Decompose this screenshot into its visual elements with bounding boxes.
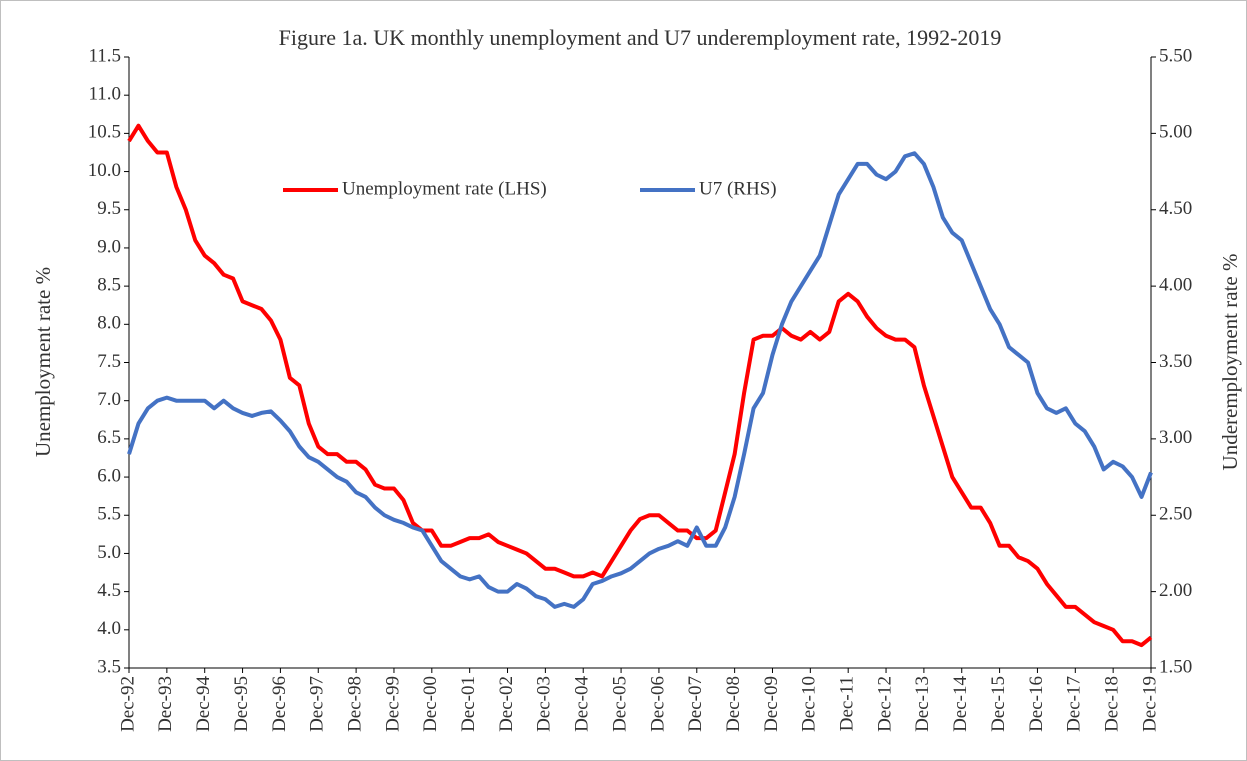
y-tick-label: 5.5 [97,504,121,525]
y-tick-label: 10.0 [88,160,121,181]
x-tick-label: Dec-10 [799,676,820,732]
y-tick-label: 11.5 [88,45,121,66]
x-tick-label: Dec-06 [647,676,668,732]
x-tick-label: Dec-08 [723,676,744,732]
y-tick-label: 3.5 [97,656,121,677]
x-tick-label: Dec-07 [685,676,706,732]
x-tick-label: Dec-09 [761,676,782,732]
x-tick-label: Dec-92 [117,676,138,732]
x-tick-label: Dec-18 [1102,676,1123,732]
series-line [127,123,1153,648]
y2-tick-label: 2.50 [1159,504,1192,525]
y2-tick-label: 5.00 [1159,122,1192,143]
x-tick-label: Dec-13 [912,676,933,732]
x-tick-label: Dec-94 [193,676,214,732]
x-tick-label: Dec-93 [155,676,176,732]
series-line [127,151,1153,609]
y-tick-label: 10.5 [88,122,121,143]
y-tick-label: 8.0 [97,313,121,334]
y-tick-label: 4.0 [97,618,121,639]
y2-tick-label: 1.50 [1159,656,1192,677]
x-tick-label: Dec-99 [382,676,403,732]
y-tick-label: 7.0 [97,389,121,410]
y2-tick-label: 3.00 [1159,427,1192,448]
y-tick-label: 11.0 [88,84,121,105]
y-tick-label: 8.5 [97,274,121,295]
x-tick-label: Dec-15 [988,676,1009,732]
x-tick-label: Dec-12 [874,676,895,732]
chart-title: Figure 1a. UK monthly unemployment and U… [279,25,1002,50]
y-tick-label: 9.0 [97,236,121,257]
y2-tick-label: 5.50 [1159,45,1192,66]
x-tick-label: Dec-04 [572,676,593,732]
y-tick-label: 6.5 [97,427,121,448]
x-tick-label: Dec-11 [837,676,858,731]
y-tick-label: 4.5 [97,580,121,601]
y-tick-label: 6.0 [97,465,121,486]
x-tick-label: Dec-01 [458,676,479,732]
x-tick-label: Dec-00 [420,676,441,732]
y-axis-title: Unemployment rate % [31,267,55,457]
legend-label: U7 (RHS) [699,178,777,199]
y2-axis-title: Underemployment rate % [1218,254,1242,471]
y-tick-label: 5.0 [97,542,121,563]
y-tick-label: 9.5 [97,198,121,219]
x-tick-label: Dec-14 [950,676,971,732]
x-tick-label: Dec-96 [269,676,290,732]
y2-tick-label: 4.00 [1159,274,1192,295]
x-tick-label: Dec-16 [1026,676,1047,732]
x-tick-label: Dec-17 [1064,676,1085,732]
y2-tick-label: 2.00 [1159,580,1192,601]
y2-tick-label: 3.50 [1159,351,1192,372]
x-tick-label: Dec-97 [307,676,328,732]
x-tick-label: Dec-05 [609,676,630,732]
y-tick-label: 7.5 [97,351,121,372]
x-tick-label: Dec-19 [1139,676,1160,732]
y2-tick-label: 4.50 [1159,198,1192,219]
x-tick-label: Dec-95 [231,676,252,732]
x-tick-label: Dec-98 [344,676,365,732]
x-tick-label: Dec-03 [534,676,555,732]
x-tick-label: Dec-02 [496,676,517,732]
legend-label: Unemployment rate (LHS) [342,178,547,199]
